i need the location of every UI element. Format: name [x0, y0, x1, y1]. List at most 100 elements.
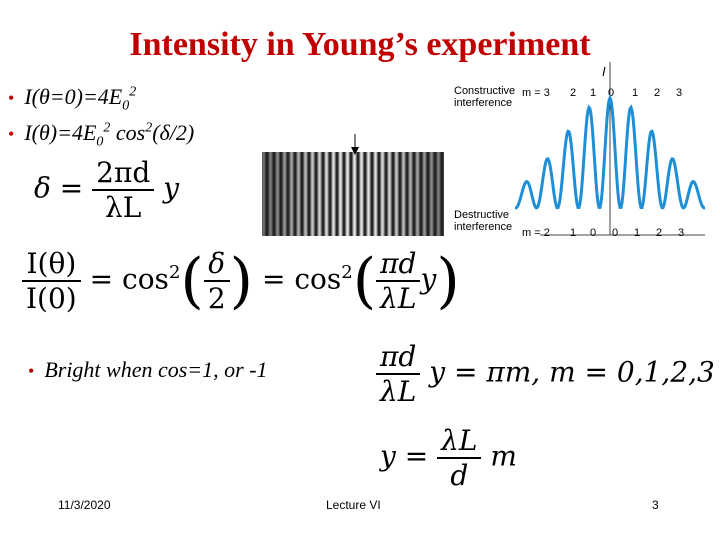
fraction-denominator: d [437, 457, 482, 492]
fringe-stripe [275, 152, 276, 236]
fringe-stripe [380, 152, 381, 236]
fringe-stripe [394, 152, 395, 236]
fringe-stripe [353, 152, 354, 236]
fringe-stripe [340, 152, 341, 236]
fringe-stripe [333, 152, 334, 236]
fraction: I(θ) I(0) [22, 247, 81, 315]
fringe-stripe [418, 152, 419, 236]
fringe-stripe [331, 152, 332, 236]
superscript: 2 [145, 120, 153, 136]
paren: ( [180, 246, 204, 316]
fringe-stripe [327, 152, 328, 236]
fringe-stripe [417, 152, 418, 236]
fringe-stripe [413, 152, 414, 236]
figure-axis-label: I [602, 64, 606, 79]
bullet-text: I( [24, 120, 39, 145]
footer-date: 11/3/2020 [58, 498, 111, 512]
fringe-stripe [355, 152, 356, 236]
fringe-stripe [263, 152, 264, 236]
m-top-label: 1 [590, 87, 596, 99]
eq-symbol: = [404, 439, 429, 473]
fringe-stripe [442, 152, 443, 236]
fringe-stripe [422, 152, 423, 236]
fringe-stripe [357, 152, 358, 236]
fringe-stripe [428, 152, 429, 236]
fringe-stripe [414, 152, 415, 236]
fringe-stripe [440, 152, 441, 236]
theta-symbol: θ [38, 84, 50, 109]
bullet-text: =0)=4E [49, 84, 123, 109]
fringe-stripe [409, 152, 410, 236]
fringe-stripe [336, 152, 337, 236]
fringe-stripe [329, 152, 330, 236]
fringe-stripe [360, 152, 361, 236]
fringe-stripe [438, 152, 439, 236]
fringe-stripe [404, 152, 405, 236]
fringe-stripe [298, 152, 299, 236]
fringe-stripe [400, 152, 401, 236]
fringe-stripe [286, 152, 287, 236]
fringe-stripe [399, 152, 400, 236]
m-bottom-label: 3 [678, 227, 684, 239]
fringe-stripe [435, 152, 436, 236]
fraction-denominator: 2 [203, 280, 230, 315]
equation-y: y = λL d m [380, 424, 517, 492]
fringe-stripe [369, 152, 370, 236]
bullet-text: Bright when cos=1, or -1 [44, 357, 268, 382]
fringe-stripe [376, 152, 377, 236]
fringe-stripe [318, 152, 319, 236]
fringe-stripe [387, 152, 388, 236]
fringe-stripe [322, 152, 323, 236]
fringe-stripe [348, 152, 349, 236]
equation-bright: πd λL y = πm, m = 0,1,2,3 [376, 340, 715, 408]
fringe-stripe [407, 152, 408, 236]
fringe-stripe [363, 152, 364, 236]
equation-delta: δ = 2πd λL y [34, 156, 179, 224]
fringe-stripe [367, 152, 368, 236]
m-top-prefix: m = 3 [522, 87, 550, 99]
m-bottom-label: 1 [570, 227, 576, 239]
m-bottom-label: 0 [590, 227, 596, 239]
fringe-stripe [368, 152, 369, 236]
fraction-numerator: I(θ) [26, 247, 77, 280]
fringe-stripe [304, 152, 305, 236]
fringe-stripe [379, 152, 380, 236]
fringe-stripe [264, 152, 265, 236]
eq-symbol: m [490, 439, 517, 473]
fringe-stripe [330, 152, 331, 236]
fringe-stripe [334, 152, 335, 236]
fraction-numerator: πd [380, 247, 417, 280]
fringe-stripe [299, 152, 300, 236]
eq-text: y = πm, m = 0,1,2,3 [429, 355, 715, 389]
fringe-stripe [384, 152, 385, 236]
fringe-stripe [437, 152, 438, 236]
fringe-stripe [315, 152, 316, 236]
fringe-stripe [316, 152, 317, 236]
bullet-text: cos [110, 120, 146, 145]
fringe-stripe [273, 152, 274, 236]
fringe-stripe [426, 152, 427, 236]
fringe-stripe [279, 152, 280, 236]
fringe-stripe [321, 152, 322, 236]
fringe-stripe [289, 152, 290, 236]
subscript: 0 [96, 134, 104, 150]
fringe-stripe [338, 152, 339, 236]
fringe-pattern-image [262, 152, 444, 236]
fringe-stripe [281, 152, 282, 236]
fringe-stripe [312, 152, 313, 236]
fringe-pattern-svg [262, 152, 444, 236]
fringe-stripe [343, 152, 344, 236]
fraction-numerator: 2πd [96, 156, 151, 189]
fringe-stripe [402, 152, 403, 236]
eq-symbol: y [163, 171, 180, 205]
m-bottom-label: 0 [612, 227, 618, 239]
footer-lecture: Lecture VI [326, 498, 381, 512]
paren: ) [229, 246, 254, 316]
fraction-numerator: πd [380, 340, 417, 373]
fringe-stripe [296, 152, 297, 236]
fringe-stripe [425, 152, 426, 236]
fringe-stripe [395, 152, 396, 236]
fringe-stripe [396, 152, 397, 236]
paren: ) [436, 246, 460, 316]
fringe-stripe [412, 152, 413, 236]
